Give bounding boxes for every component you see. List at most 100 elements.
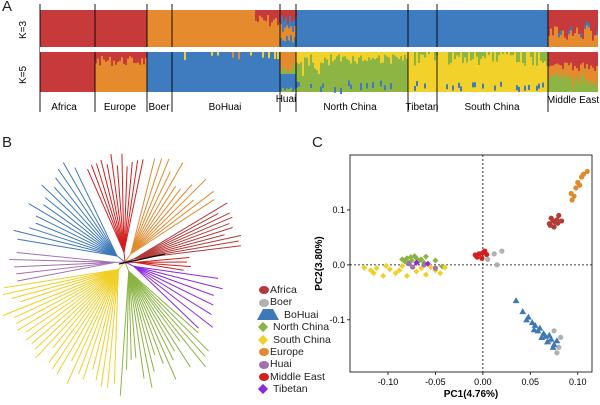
k3-admix-bar [578, 33, 580, 47]
tree-branch [128, 270, 210, 352]
tree-branch [133, 265, 212, 316]
tree-branch [124, 258, 135, 263]
k5-admix-bar [500, 81, 502, 87]
k5-admix-bar [356, 52, 358, 64]
k5-admix-bar [99, 52, 101, 66]
tree-branch [31, 269, 119, 345]
tree-clade [87, 153, 144, 263]
plot-frame [349, 154, 593, 373]
k3-admix-bar [586, 21, 588, 26]
tree-branch [16, 261, 116, 275]
legend-marker [257, 384, 269, 395]
legend-label: Boer [270, 296, 293, 309]
legend-marker [257, 309, 279, 321]
k3-admix-bar [580, 37, 582, 47]
legend-marker [257, 322, 269, 333]
y-tick-label: 0.1 [332, 205, 345, 215]
panel-label-c: C [312, 134, 323, 151]
tree-clade [124, 261, 223, 329]
k5-admix-bar [546, 52, 548, 66]
k5-admix-bar [384, 52, 386, 55]
tree-branch [128, 270, 206, 357]
data-point [432, 265, 439, 271]
k5-admix-bar [238, 52, 240, 60]
tree-branch [11, 269, 119, 299]
k3-admix-bar [568, 30, 570, 35]
series-tibetan [413, 259, 431, 267]
k5-admix-bar [482, 83, 484, 89]
k5-admix-bar [516, 85, 518, 91]
data-point [538, 333, 546, 340]
legend-label: Huai [270, 358, 292, 371]
k5-admix-bar [454, 52, 456, 60]
k3-admix-bar [584, 24, 586, 29]
k5-admix-bar [428, 52, 430, 55]
k5-admix-bar [308, 52, 310, 66]
k5-admix-bar [344, 52, 346, 57]
legend-label: BoHuai [284, 308, 319, 321]
tree-branch [4, 268, 119, 289]
tree-branch [123, 166, 128, 253]
k3-admix-bar [596, 30, 598, 35]
k5-admix-bar [184, 52, 186, 61]
k5-admix-bar [296, 52, 298, 63]
data-point [573, 185, 579, 191]
tree-branch [28, 203, 118, 257]
tree-branch [128, 271, 155, 372]
k3-admix-bar [568, 34, 570, 47]
k3-admix-bar [291, 10, 293, 22]
k3-segment [296, 10, 408, 47]
k5-admix-bar [462, 52, 464, 64]
k5-admix-bar [536, 52, 538, 66]
tree-branch [34, 269, 119, 350]
tree-branch [100, 269, 119, 387]
data-point [402, 258, 409, 265]
legend-item-tibetan: Tibetan [257, 383, 331, 395]
tree-branch [128, 271, 164, 364]
k5-admix-bar [448, 52, 450, 65]
k5-admix-bar [296, 81, 298, 88]
data-point [432, 257, 439, 264]
tree-branch [133, 265, 214, 296]
legend: Africa Boer BoHuai North China South China Eu… [257, 284, 331, 396]
series-middle-east [472, 248, 490, 261]
series-boer [485, 248, 564, 356]
k3-admix-bar [552, 35, 554, 47]
data-point [494, 262, 500, 268]
data-point [361, 264, 368, 271]
k5-admix-bar [277, 52, 279, 60]
tree-branch [92, 269, 119, 370]
k5-admix-bar [562, 68, 564, 79]
data-point [558, 334, 564, 340]
k5-admix-bar [406, 52, 408, 59]
tree-branch [82, 269, 119, 380]
k5-admix-bar [586, 52, 588, 64]
k5-admix-bar [386, 52, 388, 57]
k5-admix-bar [274, 52, 276, 59]
tree-branch [2, 269, 119, 316]
tree-branch [35, 269, 119, 359]
data-point [580, 171, 587, 177]
k5-admix-bar [522, 52, 524, 64]
k5-admix-bar [482, 52, 484, 57]
data-point [413, 268, 420, 275]
k5-admix-bar [434, 52, 436, 61]
k3-admix-bar [588, 27, 590, 47]
data-point [553, 337, 561, 344]
data-point [543, 338, 551, 345]
tree-branch [52, 269, 119, 349]
k5-admix-bar [107, 52, 109, 61]
k5-admix-bar [540, 52, 542, 61]
k5-admix-bar [95, 52, 97, 64]
k5-admix-bar [552, 52, 554, 66]
k5-admix-bar [414, 85, 416, 91]
k5-admix-bar [290, 74, 292, 88]
k5-admix-bar [350, 84, 352, 90]
k5-admix-bar [372, 52, 374, 58]
k3-admix-bar [554, 26, 556, 47]
legend-marker [259, 360, 269, 369]
k3-admix-bar [560, 30, 562, 35]
tree-branch [116, 255, 126, 263]
data-point [531, 321, 539, 328]
k3-admix-bar [284, 27, 286, 42]
